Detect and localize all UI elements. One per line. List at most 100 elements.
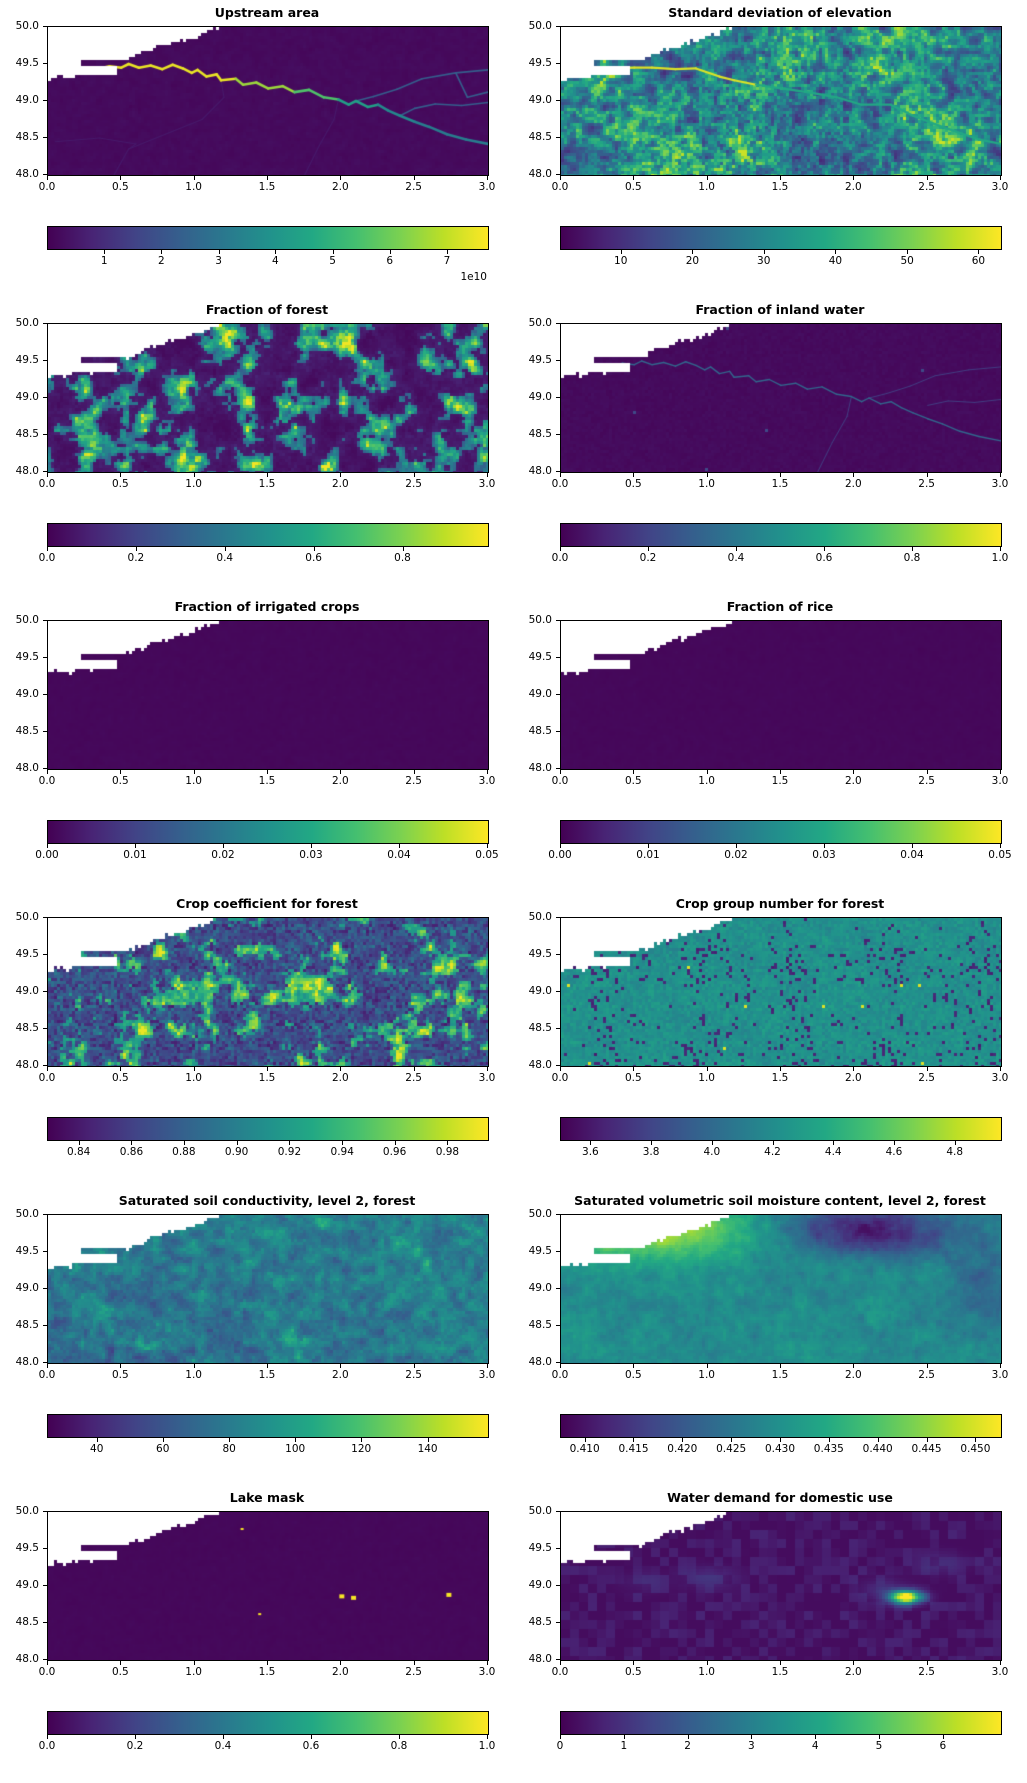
y-tick-mark — [43, 1325, 47, 1326]
colorbar — [560, 1117, 1002, 1141]
x-tick-label: 2.0 — [844, 1369, 862, 1381]
y-tick-label: 48.5 — [15, 725, 39, 737]
y-tick-label: 50.0 — [15, 1208, 39, 1220]
colorbar-gradient — [48, 821, 488, 843]
colorbar-tick-mark — [223, 1735, 224, 1739]
colorbar-tick-mark — [620, 250, 622, 254]
y-tick-label: 49.5 — [15, 1542, 39, 1554]
colorbar-tick-mark — [780, 1438, 781, 1442]
x-tick-label: 2.5 — [405, 1369, 422, 1381]
x-tick-mark — [193, 1067, 195, 1071]
heatmap-canvas — [48, 324, 488, 472]
x-tick-mark — [267, 1661, 268, 1665]
y-tick-mark — [556, 1659, 560, 1660]
colorbar-tick-mark — [394, 1141, 396, 1145]
heatmap-panel-crop-coefficient-forest: Crop coefficient for forest 50.0 49.5 49.0… — [0, 891, 513, 1188]
x-tick-label: 0.5 — [624, 1369, 642, 1381]
colorbar-tick-label: 3 — [748, 1740, 755, 1752]
heatmap-panel-sat-soil-conductivity: Saturated soil conductivity, level 2, fo… — [0, 1188, 513, 1485]
x-tick-label: 0.5 — [624, 775, 642, 787]
y-tick-label: 49.5 — [15, 948, 39, 960]
colorbar-tick-label: 0.6 — [815, 552, 833, 564]
x-tick-mark — [340, 176, 342, 180]
colorbar-tick-label: 0.0 — [551, 552, 569, 564]
colorbar-tick-mark — [311, 1735, 312, 1739]
x-tick-mark — [1000, 1067, 1001, 1071]
x-tick-label: 1.0 — [698, 181, 715, 193]
y-tick-mark — [556, 26, 560, 27]
panel-title: Crop group number for forest — [675, 896, 885, 911]
y-tick-mark — [556, 63, 560, 64]
colorbar-gradient — [48, 1118, 488, 1140]
y-tick-label: 49.0 — [15, 391, 39, 403]
y-tick-label: 49.0 — [15, 94, 39, 106]
x-tick-mark — [780, 1364, 781, 1368]
colorbar-tick-mark — [236, 1141, 238, 1145]
x-tick-mark — [560, 473, 561, 477]
colorbar-tick-mark — [332, 250, 334, 254]
y-tick-label: 50.0 — [528, 317, 552, 329]
x-tick-label: 3.0 — [991, 1072, 1009, 1084]
y-tick-label: 48.5 — [528, 725, 552, 737]
y-tick-mark — [43, 63, 47, 64]
x-tick-label: 2.5 — [405, 1666, 422, 1678]
colorbar-tick-mark — [389, 250, 391, 254]
y-tick-mark — [556, 694, 560, 695]
y-tick-mark — [556, 657, 560, 658]
y-tick-label: 49.5 — [15, 651, 39, 663]
y-tick-label: 50.0 — [528, 1208, 552, 1220]
colorbar-tick-label: 0.94 — [330, 1146, 354, 1158]
colorbar-tick-label: 3.6 — [582, 1146, 599, 1158]
y-tick-mark — [556, 991, 560, 992]
x-tick-mark — [926, 176, 928, 180]
x-tick-label: 0.0 — [551, 478, 569, 490]
x-tick-label: 1.0 — [185, 1369, 202, 1381]
colorbar-tick-label: 4.8 — [946, 1146, 964, 1158]
x-tick-mark — [780, 1661, 781, 1665]
y-tick-label: 49.0 — [528, 688, 552, 700]
x-tick-label: 1.5 — [258, 1666, 276, 1678]
y-tick-label: 49.5 — [15, 1245, 39, 1257]
y-tick-label: 48.0 — [15, 168, 39, 180]
x-tick-label: 1.5 — [771, 478, 789, 490]
x-tick-mark — [560, 1364, 561, 1368]
y-tick-mark — [556, 100, 560, 101]
colorbar-tick-label: 50 — [900, 255, 914, 267]
x-tick-label: 1.0 — [698, 1072, 715, 1084]
y-tick-mark — [43, 1548, 47, 1549]
panel-title: Saturated volumetric soil moisture conte… — [574, 1193, 986, 1208]
x-tick-label: 2.0 — [331, 478, 349, 490]
x-tick-label: 3.0 — [991, 1666, 1009, 1678]
x-tick-mark — [1000, 1661, 1001, 1665]
colorbar — [47, 820, 489, 844]
y-tick-label: 48.0 — [528, 1356, 552, 1368]
y-tick-mark — [43, 917, 47, 918]
x-tick-mark — [560, 1661, 561, 1665]
y-tick-label: 49.5 — [528, 1245, 552, 1257]
colorbar-tick-label: 1 — [100, 255, 108, 267]
x-tick-mark — [413, 473, 415, 477]
x-tick-label: 1.0 — [185, 1072, 202, 1084]
colorbar-tick-label: 60 — [971, 255, 986, 267]
panel-title: Standard deviation of elevation — [668, 5, 892, 20]
y-tick-mark — [43, 954, 47, 955]
x-tick-mark — [853, 176, 855, 180]
colorbar-tick-label: 4.6 — [885, 1146, 903, 1158]
x-tick-mark — [413, 1364, 415, 1368]
heatmap-panel-fraction-irrigated-crops: Fraction of irrigated crops 50.0 49.5 49.0… — [0, 594, 513, 891]
y-tick-mark — [556, 768, 560, 769]
x-tick-label: 3.0 — [478, 181, 496, 193]
y-tick-label: 48.0 — [15, 762, 39, 774]
x-tick-mark — [706, 473, 708, 477]
colorbar-tick-mark — [399, 844, 400, 848]
x-tick-label: 2.0 — [331, 1072, 349, 1084]
x-tick-mark — [1000, 176, 1001, 180]
colorbar-tick-label: 0.8 — [394, 552, 411, 564]
map-plot-area — [560, 620, 1002, 770]
colorbar — [560, 820, 1002, 844]
colorbar-tick-mark — [361, 1438, 363, 1442]
colorbar-tick-mark — [633, 1438, 635, 1442]
y-tick-mark — [43, 1251, 47, 1252]
panel-title: Fraction of forest — [205, 302, 329, 317]
x-tick-mark — [193, 1364, 195, 1368]
